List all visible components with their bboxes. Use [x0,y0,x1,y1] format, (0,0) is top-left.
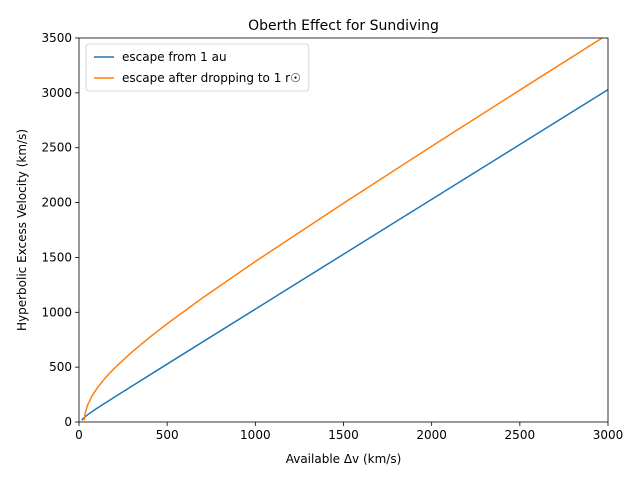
line-series [83,38,604,421]
x-tick-label: 500 [156,428,179,442]
x-tick-label: 1000 [240,428,271,442]
y-tick-label: 500 [49,360,72,374]
x-axis-label: Available Δv (km/s) [286,452,402,466]
legend-label: escape after dropping to 1 r☉ [122,71,301,85]
legend: escape from 1 au escape after dropping to… [85,43,310,92]
legend-label: escape from 1 au [122,50,227,64]
y-axis-label: Hyperbolic Excess Velocity (km/s) [15,129,29,331]
plot-frame [78,37,609,423]
y-tick-label: 2500 [41,141,72,155]
y-tick-label: 3000 [41,86,72,100]
y-tick-label: 3500 [41,31,72,45]
y-tick-label: 2000 [41,196,72,210]
line-series [81,88,608,421]
x-tick-label: 3000 [593,428,624,442]
legend-box [85,43,310,92]
x-tick-label: 2000 [416,428,447,442]
x-tick-label: 1500 [328,428,359,442]
chart-title: Oberth Effect for Sundiving [248,18,439,34]
y-tick-label: 1000 [41,305,72,319]
x-tick-label: 0 [75,428,83,442]
y-tick-label: 0 [64,415,72,429]
x-tick-label: 2500 [505,428,536,442]
y-tick-label: 1500 [41,250,72,264]
